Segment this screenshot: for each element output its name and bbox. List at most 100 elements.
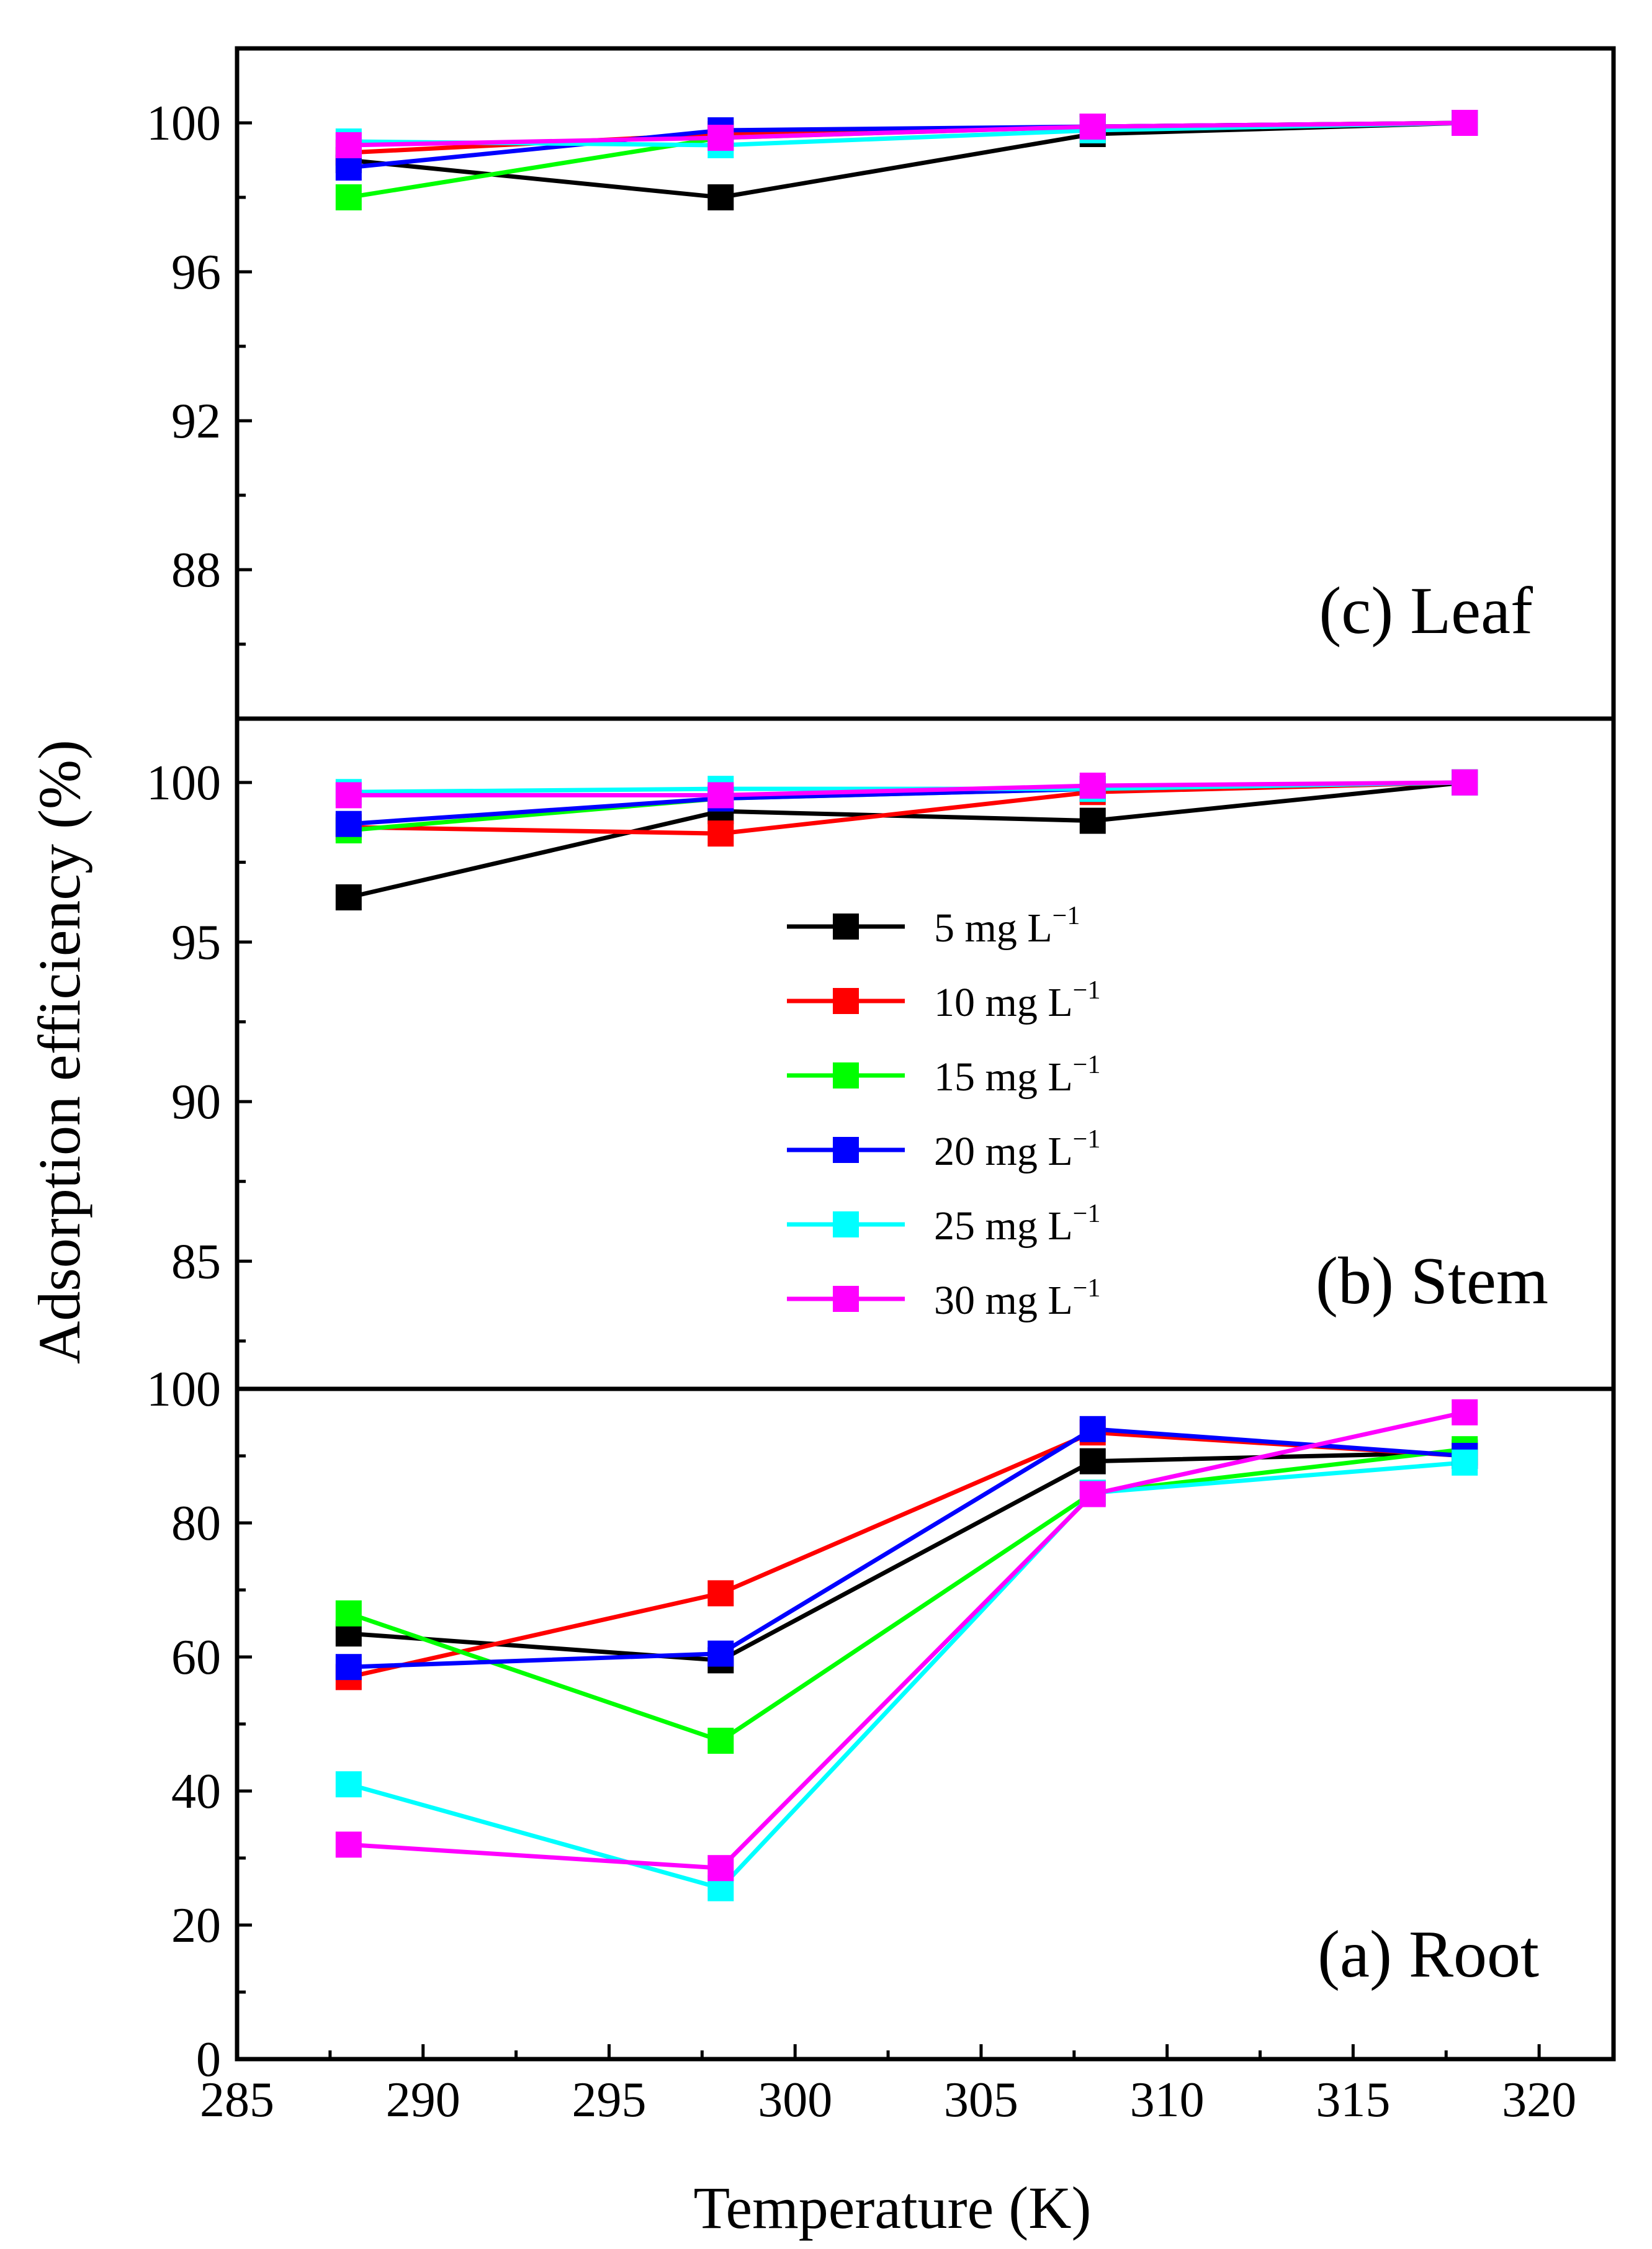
y-tick-label: 40: [171, 1764, 221, 1819]
panel-leaf: 88 92 96 100 (c) Leaf: [146, 47, 1533, 720]
panel-label: (b) Stem: [1316, 1244, 1548, 1318]
x-tick-label: 320: [1502, 2073, 1576, 2127]
panel-label: (a) Root: [1318, 1918, 1539, 1991]
data-point: [707, 820, 734, 847]
legend-label: 10 mg L−1: [934, 976, 1100, 1025]
legend-item: 15 mg L−1: [787, 1051, 1100, 1100]
data-point: [707, 782, 734, 809]
legend-label-superscript: −1: [1073, 1200, 1101, 1228]
legend-label-text: 25 mg L: [934, 1203, 1073, 1249]
y-tick-label: 0: [196, 2032, 221, 2087]
data-point: [707, 1640, 734, 1667]
x-tick-label: 300: [758, 2073, 832, 2127]
y-tick-label: 95: [171, 915, 221, 970]
series-line-6: [348, 1410, 1465, 1870]
data-point: [1079, 773, 1106, 799]
panels: 88 92 96 100 (c) Leaf 85 90 95 100 (b) Stem 0 20 40 6…: [146, 47, 1548, 2087]
y-tick-label: 85: [171, 1234, 221, 1289]
y-tick-label: 90: [171, 1075, 221, 1129]
data-point: [1452, 769, 1478, 796]
y-tick-label: 96: [171, 245, 221, 300]
data-point: [707, 1728, 734, 1754]
legend-item: 25 mg L−1: [787, 1200, 1100, 1249]
x-tick-label: 285: [200, 2073, 274, 2127]
x-axis: 285 290 295 300 305 310 315 320: [200, 2044, 1576, 2127]
legend-label: 25 mg L−1: [934, 1200, 1100, 1249]
legend-label-text: 10 mg L: [934, 980, 1073, 1025]
legend-marker: [833, 988, 859, 1014]
y-tick-label: 92: [171, 394, 221, 449]
data-point: [707, 1580, 734, 1607]
legend-marker: [833, 1137, 859, 1163]
legend-label: 5 mg L−1: [934, 902, 1080, 951]
legend-item: 30 mg L−1: [787, 1274, 1100, 1323]
data-point: [335, 1600, 362, 1627]
series-line-6: [348, 120, 1465, 148]
legend-marker: [833, 914, 859, 940]
data-point: [1452, 1449, 1478, 1476]
legend-marker: [833, 1286, 859, 1312]
data-point: [1079, 1481, 1106, 1507]
plot-frame: [235, 46, 1616, 2062]
data-point: [707, 125, 734, 151]
panel-label: (c) Leaf: [1319, 574, 1533, 648]
y-tick-label: 100: [146, 1362, 221, 1417]
x-tick-label: 305: [944, 2073, 1018, 2127]
x-tick-label: 295: [572, 2073, 646, 2127]
y-tick-label: 88: [171, 543, 221, 598]
series-line-6: [348, 780, 1465, 797]
legend-label-superscript: −1: [1073, 1051, 1101, 1079]
panel-root: 0 20 40 60 80 100 (a) Root: [146, 1362, 1539, 2087]
data-point: [335, 884, 362, 910]
data-point: [707, 184, 734, 210]
legend-label: 20 mg L−1: [934, 1125, 1100, 1174]
legend-item: 10 mg L−1: [787, 976, 1100, 1025]
x-tick-label: 290: [386, 2073, 460, 2127]
series-line-3: [348, 1447, 1465, 1743]
legend-label-text: 30 mg L: [934, 1278, 1073, 1323]
legend-marker: [833, 1062, 859, 1089]
legend-label-superscript: −1: [1073, 976, 1101, 1005]
data-point: [335, 1654, 362, 1681]
data-point: [335, 155, 362, 181]
y-tick-label: 60: [171, 1630, 221, 1685]
panel-stem: 85 90 95 100 (b) Stem: [146, 756, 1548, 1343]
legend-label-superscript: −1: [1053, 902, 1080, 930]
legend-label-superscript: −1: [1073, 1125, 1101, 1154]
data-point: [335, 184, 362, 210]
legend-label-text: 20 mg L: [934, 1129, 1073, 1174]
y-tick-label: 100: [146, 96, 221, 151]
data-point: [335, 1831, 362, 1858]
data-point: [1079, 1448, 1106, 1475]
data-point: [1079, 114, 1106, 140]
y-tick-label: 20: [171, 1898, 221, 1953]
y-axis-title: Adsorption efficiency (%): [26, 740, 92, 1364]
legend-marker: [833, 1211, 859, 1237]
data-point: [335, 782, 362, 809]
data-point: [335, 1771, 362, 1798]
x-tick-label: 315: [1316, 2073, 1390, 2127]
y-tick-label: 100: [146, 756, 221, 810]
data-point: [1079, 807, 1106, 834]
legend-label-text: 5 mg L: [934, 905, 1053, 951]
legend-item: 20 mg L−1: [787, 1125, 1100, 1174]
legend-label: 30 mg L−1: [934, 1274, 1100, 1323]
data-point: [1452, 1399, 1478, 1425]
series-line-1: [348, 780, 1465, 900]
legend: 5 mg L−110 mg L−115 mg L−120 mg L−125 mg…: [787, 902, 1100, 1323]
legend-label: 15 mg L−1: [934, 1051, 1100, 1100]
legend-label-text: 15 mg L: [934, 1054, 1073, 1100]
data-point: [1452, 110, 1478, 136]
data-point: [335, 810, 362, 837]
series-line-1: [348, 1450, 1465, 1663]
series-line-5: [348, 1460, 1465, 1891]
y-tick-label: 80: [171, 1496, 221, 1551]
series-line-4: [348, 1427, 1465, 1669]
data-point: [335, 132, 362, 158]
x-tick-label: 310: [1130, 2073, 1205, 2127]
legend-label-superscript: −1: [1073, 1274, 1101, 1303]
data-point: [1079, 1416, 1106, 1442]
plot-border: [235, 46, 1616, 2062]
data-point: [707, 1855, 734, 1882]
